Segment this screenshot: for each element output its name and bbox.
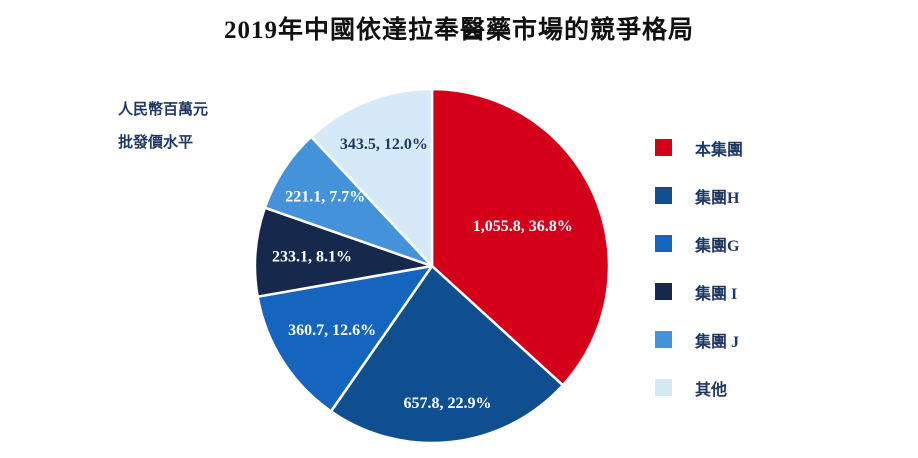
legend-label: 集團 I	[695, 285, 738, 303]
legend-swatch	[655, 331, 672, 348]
pie-slice-label: 1,055.8, 36.8%	[473, 218, 573, 235]
pie-slice-6	[309, 87, 434, 268]
legend-label: 其他	[695, 381, 728, 399]
pie-slice-label: 343.5, 12.0%	[340, 136, 428, 153]
legend-item: 集團G	[655, 235, 743, 255]
chart-title: 2019年中國依達拉奉醫藥市場的競爭格局	[223, 17, 694, 44]
legend: 本集團集團H 集團G 集團 I 集團 J 其他	[655, 139, 743, 427]
legend-item: 集團 I	[655, 283, 743, 303]
legend-item: 集團 J	[655, 331, 743, 351]
legend-swatch	[655, 379, 672, 396]
pie-slice-label: 657.8, 22.9%	[404, 395, 492, 412]
legend-item: 其他	[655, 379, 743, 399]
pie-slice-1	[430, 87, 611, 387]
pie-slice-label: 360.7, 12.6%	[288, 322, 376, 339]
legend-label: 集團 J	[695, 333, 740, 351]
pie-slice-3	[256, 264, 434, 413]
unit-note-line-1: 人民幣百萬元	[118, 102, 209, 118]
legend-swatch	[655, 283, 672, 300]
legend-item: 本集團	[655, 139, 743, 159]
legend-label: 本集團	[695, 141, 744, 159]
pie-slice-label: 233.1, 8.1%	[272, 248, 352, 265]
legend-label: 集團H	[695, 189, 740, 207]
legend-swatch	[655, 139, 672, 156]
pie-slice-label: 221.1, 7.7%	[285, 188, 365, 205]
legend-label: 集團G	[695, 237, 740, 255]
legend-swatch	[655, 235, 672, 252]
pie-slice-4	[253, 206, 434, 298]
unit-note-line-2: 批發價水平	[118, 135, 194, 151]
unit-note: 人民幣百萬元 批發價水平	[118, 94, 208, 160]
legend-item: 集團H	[655, 187, 743, 207]
pie-slice-2	[329, 264, 565, 445]
legend-swatch	[655, 187, 672, 204]
